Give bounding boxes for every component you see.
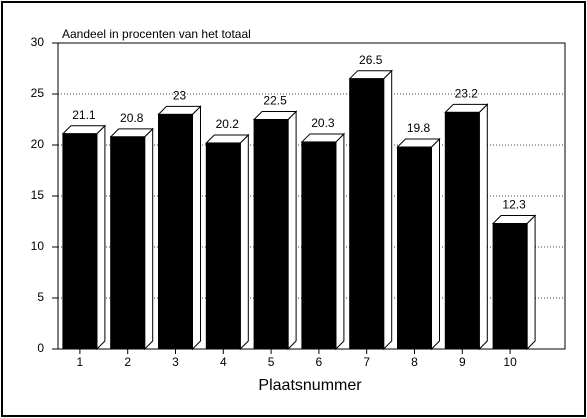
bar-top xyxy=(300,133,346,143)
x-tick-label: 2 xyxy=(124,355,131,369)
x-tick-label: 8 xyxy=(411,355,418,369)
x-tick-label: 3 xyxy=(172,355,179,369)
bar-top xyxy=(205,134,250,144)
bar xyxy=(349,78,385,350)
chart-title: Aandeel in procenten van het totaal xyxy=(62,27,251,41)
value-label: 20.2 xyxy=(216,117,240,131)
bar-side xyxy=(526,214,536,351)
bar-top xyxy=(491,215,537,225)
bar xyxy=(301,141,337,350)
bar-side xyxy=(478,103,488,351)
value-label: 21.1 xyxy=(72,108,96,122)
bar xyxy=(205,142,241,350)
y-tick-label: 25 xyxy=(31,86,45,100)
bar-side xyxy=(287,110,297,351)
value-label: 23.2 xyxy=(455,87,479,101)
value-label: 20.8 xyxy=(120,111,144,125)
bar xyxy=(444,111,480,350)
value-label: 22.5 xyxy=(263,94,287,108)
bar-top xyxy=(109,128,154,138)
bar-top xyxy=(157,105,202,115)
x-tick-label: 9 xyxy=(459,355,466,369)
value-label: 26.5 xyxy=(359,53,383,67)
bar-side xyxy=(431,137,440,351)
value-label: 12.3 xyxy=(502,198,526,212)
y-tick-label: 5 xyxy=(37,290,44,304)
bar xyxy=(158,113,193,350)
x-axis-label: Plaatsnummer xyxy=(258,377,362,394)
value-label: 19.8 xyxy=(407,121,431,135)
bar-top xyxy=(348,70,393,80)
x-tick-label: 4 xyxy=(220,355,227,369)
x-tick-label: 7 xyxy=(363,355,370,369)
y-tick-label: 0 xyxy=(37,341,44,355)
bar xyxy=(62,133,98,350)
bar xyxy=(492,223,528,350)
y-tick-label: 20 xyxy=(31,137,45,151)
bar-top xyxy=(61,125,107,135)
y-tick-label: 10 xyxy=(31,239,45,253)
x-tick-label: 5 xyxy=(268,355,275,369)
bar-top xyxy=(396,138,441,148)
bar-side xyxy=(96,124,106,351)
bar xyxy=(253,119,289,350)
value-label: 20.3 xyxy=(311,116,335,130)
y-tick-label: 30 xyxy=(31,35,45,49)
bar-side xyxy=(144,127,154,351)
x-tick-label: 1 xyxy=(77,355,84,369)
bar-side xyxy=(383,69,393,351)
bar-side xyxy=(239,133,249,351)
value-label: 23 xyxy=(173,89,187,103)
bar-side xyxy=(192,105,201,351)
x-tick-label: 10 xyxy=(503,355,517,369)
y-tick-label: 15 xyxy=(31,188,45,202)
x-tick-label: 6 xyxy=(316,355,323,369)
bar-side xyxy=(335,132,345,351)
bar xyxy=(110,136,146,350)
bar-top xyxy=(444,103,489,113)
bar-top xyxy=(252,111,298,120)
bar xyxy=(397,146,432,350)
